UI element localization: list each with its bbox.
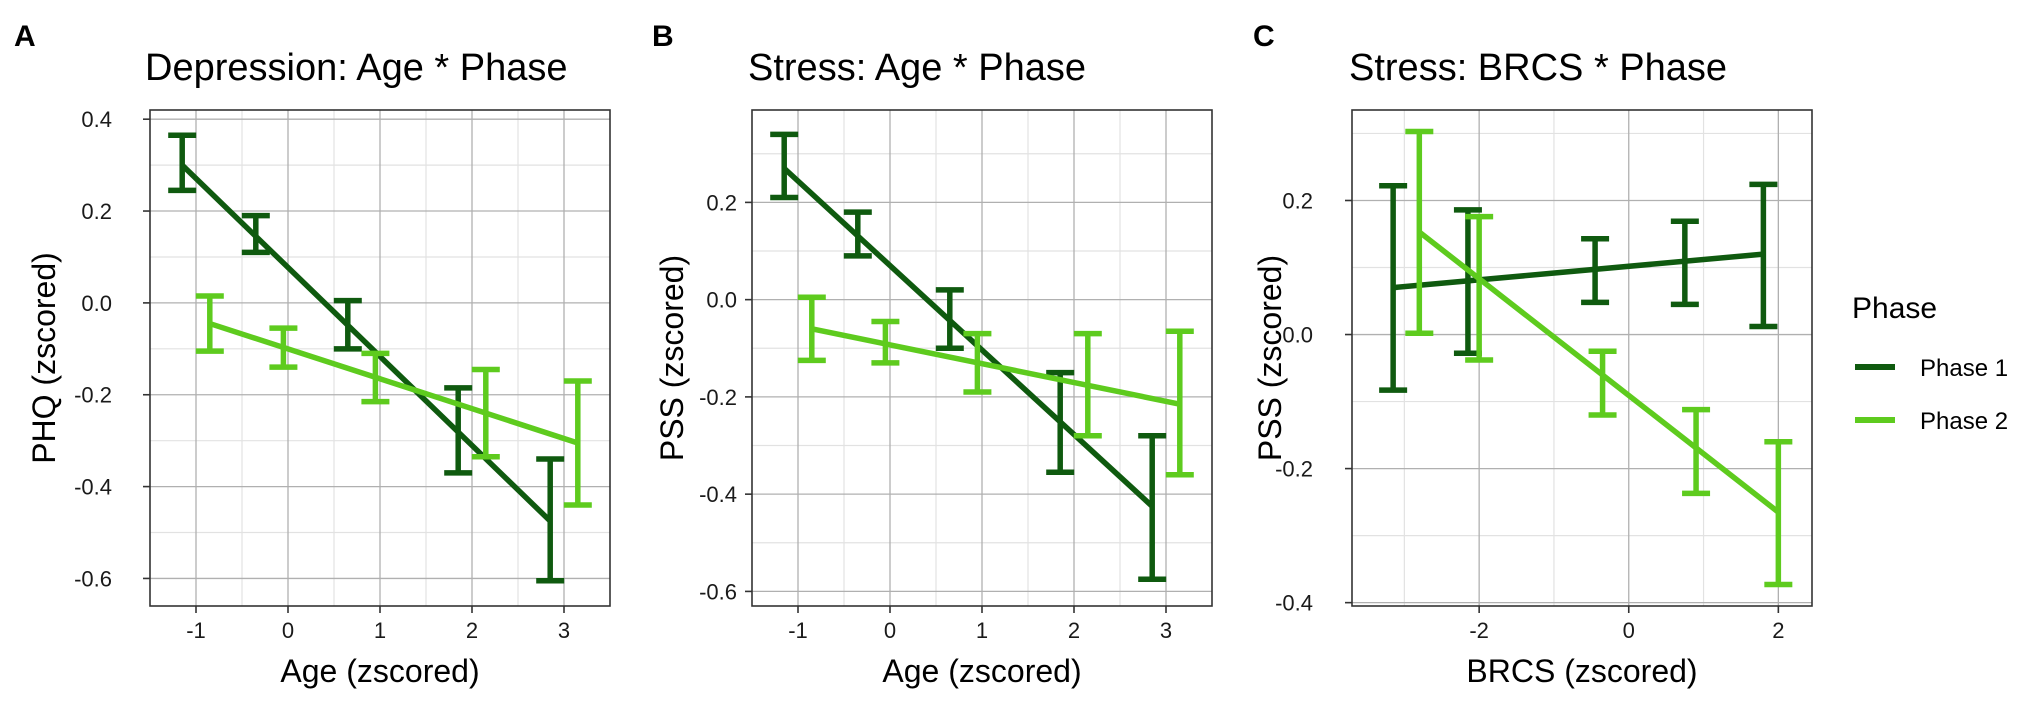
- error-bar: [536, 456, 565, 584]
- y-tick-label: -0.2: [1275, 457, 1313, 482]
- error-bar: [241, 212, 270, 256]
- error-bar: [1405, 128, 1434, 336]
- x-axis-label: Age (zscored): [882, 653, 1081, 689]
- plot-border: [1351, 109, 1813, 607]
- regression-line: [1417, 229, 1781, 515]
- x-tick-label: 3: [558, 618, 570, 643]
- error-bar: [1581, 235, 1610, 306]
- y-tick-label: -0.4: [699, 482, 737, 507]
- x-tick-label: 1: [976, 618, 988, 643]
- chart-title: Stress: Age * Phase: [748, 47, 1086, 89]
- error-bar: [1379, 182, 1408, 393]
- series-phase-1: [770, 131, 1167, 583]
- error-bar: [1682, 406, 1711, 497]
- x-tick-label: 0: [1623, 618, 1635, 643]
- series-phase-2: [195, 293, 592, 508]
- y-tick-label: 0.2: [1282, 188, 1313, 213]
- error-bar: [1138, 433, 1167, 583]
- y-axis-label: PSS (zscored): [654, 255, 690, 461]
- y-tick-label: 0.2: [81, 199, 112, 224]
- panel-letter: B: [652, 20, 674, 53]
- error-bar: [770, 131, 799, 201]
- error-bar: [1670, 218, 1699, 308]
- x-tick-label: -2: [1469, 618, 1489, 643]
- y-tick-label: -0.2: [699, 385, 737, 410]
- series-phase-1: [168, 132, 565, 584]
- y-tick-label: -0.2: [74, 383, 112, 408]
- series-phase-1: [1379, 181, 1778, 393]
- regression-line: [208, 320, 579, 446]
- x-tick-label: -1: [186, 618, 206, 643]
- error-bar: [563, 378, 592, 508]
- y-axis-label: PSS (zscored): [1252, 255, 1288, 461]
- chart-panel-a: -1 0 1 2 3 -0.6 -0.4 -0.2 0.0 0.2 0.4 A Depression: …: [14, 20, 611, 689]
- x-tick-label: 2: [466, 618, 478, 643]
- regression-line: [1392, 251, 1764, 291]
- error-bar: [168, 132, 197, 194]
- legend: Phase Phase 1 Phase 2: [1852, 292, 2008, 435]
- error-bar: [935, 287, 964, 352]
- error-bar: [471, 366, 500, 460]
- x-tick-label: -1: [788, 618, 808, 643]
- x-tick-label: 0: [282, 618, 294, 643]
- error-bar: [963, 330, 992, 395]
- y-tick-label: 0.4: [81, 107, 112, 132]
- x-tick-label: 2: [1068, 618, 1080, 643]
- error-bar: [843, 209, 872, 259]
- y-tick-label: -0.4: [74, 475, 112, 500]
- error-bar: [333, 297, 362, 352]
- error-bar: [1588, 348, 1617, 418]
- panel-letter: A: [14, 20, 36, 53]
- error-bar: [269, 325, 298, 370]
- legend-label-phase-2: Phase 2: [1920, 408, 2008, 435]
- error-bar: [1073, 330, 1102, 439]
- x-tick-label: 2: [1772, 618, 1784, 643]
- regression-line: [180, 163, 553, 524]
- y-axis-label: PHQ (zscored): [26, 252, 62, 464]
- error-bar: [1764, 439, 1793, 588]
- legend-title: Phase: [1852, 292, 1937, 325]
- legend-label-phase-1: Phase 1: [1920, 355, 2008, 382]
- chart-panel-b: -1 0 1 2 3 -0.6 -0.4 -0.2 0.0 0.2 B Stress: Age * P…: [652, 20, 1213, 689]
- error-bar: [361, 350, 390, 405]
- regression-line: [811, 326, 1181, 407]
- y-tick-label: 0.0: [706, 288, 737, 313]
- series-phase-2: [1405, 128, 1793, 588]
- y-tick-label: -0.6: [74, 566, 112, 591]
- x-tick-label: 0: [884, 618, 896, 643]
- chart-title: Stress: BRCS * Phase: [1349, 47, 1727, 89]
- regression-line: [782, 166, 1155, 509]
- panel-letter: C: [1253, 20, 1275, 53]
- error-bar: [871, 318, 900, 366]
- y-tick-label: -0.6: [699, 579, 737, 604]
- error-bar: [797, 294, 826, 364]
- error-bar: [1465, 213, 1494, 363]
- error-bar: [1046, 369, 1075, 476]
- x-tick-label: 1: [374, 618, 386, 643]
- chart-panel-c: -2 0 2 -0.4 -0.2 0.0 0.2 C Stress: BRCS * Phase B…: [1252, 20, 1813, 689]
- y-tick-label: 0.0: [81, 291, 112, 316]
- y-tick-label: -0.4: [1275, 591, 1313, 616]
- error-bar: [1749, 181, 1778, 330]
- error-bar: [1165, 328, 1194, 478]
- chart-title: Depression: Age * Phase: [145, 47, 568, 89]
- x-tick-label: 3: [1160, 618, 1172, 643]
- y-tick-label: 0.2: [706, 190, 737, 215]
- x-axis-label: Age (zscored): [280, 653, 479, 689]
- y-tick-label: 0.0: [1282, 323, 1313, 348]
- x-axis-label: BRCS (zscored): [1466, 653, 1697, 689]
- series-phase-2: [797, 294, 1194, 478]
- error-bar: [195, 293, 224, 354]
